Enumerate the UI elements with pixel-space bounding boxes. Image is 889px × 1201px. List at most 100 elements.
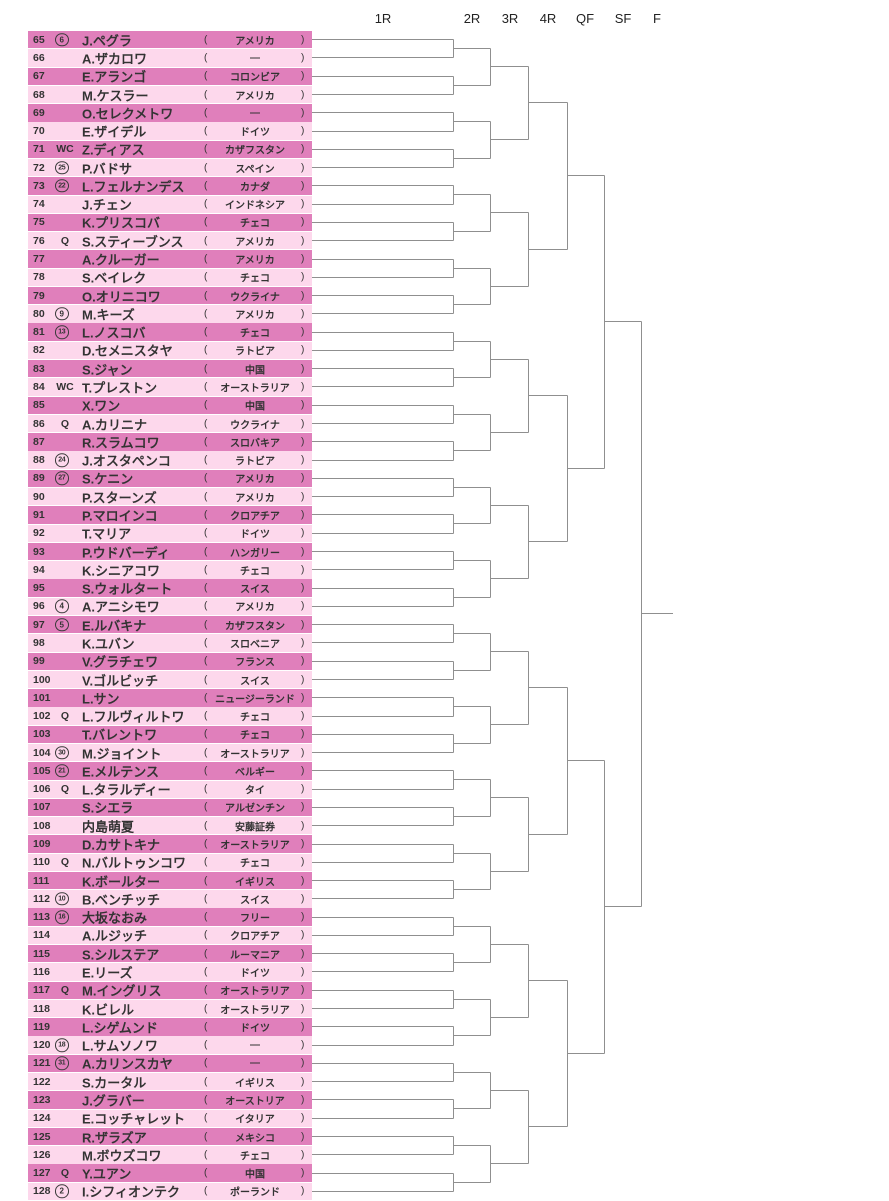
paren-close: ) bbox=[301, 948, 305, 960]
seed-badge-icon: 18 bbox=[55, 1038, 69, 1052]
country-label: スイス bbox=[240, 895, 270, 907]
paren-open: ( bbox=[204, 454, 208, 466]
draw-number: 88 bbox=[33, 454, 45, 467]
country-label: イギリス bbox=[235, 877, 275, 889]
draw-number: 100 bbox=[33, 673, 51, 686]
player-row: 89 27 S.ケニン ( アメリカ ) bbox=[28, 469, 312, 488]
country-label: カザフスタン bbox=[225, 145, 285, 157]
paren-open: ( bbox=[204, 948, 208, 960]
paren-open: ( bbox=[204, 89, 208, 101]
player-name: T.バレントワ bbox=[82, 727, 158, 743]
player-name: L.フェルナンデス bbox=[82, 179, 185, 195]
player-name: L.ノスコバ bbox=[82, 325, 146, 341]
draw-number: 115 bbox=[33, 947, 50, 960]
country-label: — bbox=[250, 1057, 260, 1069]
player-name: S.ベイレク bbox=[82, 270, 147, 286]
country-label: メキシコ bbox=[235, 1133, 275, 1145]
paren-open: ( bbox=[204, 70, 208, 82]
country-label: ラトビア bbox=[235, 346, 275, 358]
paren-open: ( bbox=[204, 326, 208, 338]
paren-close: ) bbox=[301, 125, 305, 137]
country-label: アメリカ bbox=[235, 310, 275, 322]
draw-number: 89 bbox=[33, 472, 45, 485]
paren-open: ( bbox=[204, 1131, 208, 1143]
entry-tag: Q bbox=[60, 984, 70, 997]
paren-open: ( bbox=[204, 929, 208, 941]
player-name: S.ジャン bbox=[82, 362, 133, 378]
player-name: J.チェン bbox=[82, 197, 132, 213]
country-label: オーストラリア bbox=[220, 840, 290, 852]
paren-open: ( bbox=[204, 52, 208, 64]
player-name: P.マロインコ bbox=[82, 508, 158, 524]
paren-open: ( bbox=[204, 472, 208, 484]
country-label: ハンガリー bbox=[230, 548, 280, 560]
paren-close: ) bbox=[301, 70, 305, 82]
player-row: 127 Q Y.ユアン ( 中国 ) bbox=[28, 1164, 312, 1182]
country-label: イギリス bbox=[235, 1078, 275, 1090]
player-row: 125 R.ザラズア ( メキシコ ) bbox=[28, 1127, 312, 1146]
paren-close: ) bbox=[301, 1039, 305, 1051]
draw-number: 120 bbox=[33, 1039, 51, 1052]
country-label: アメリカ bbox=[235, 602, 275, 614]
paren-close: ) bbox=[301, 1131, 305, 1143]
player-row: 113 16 大坂なおみ ( フリー ) bbox=[28, 908, 312, 926]
country-label: アメリカ bbox=[235, 493, 275, 505]
player-name: M.キーズ bbox=[82, 307, 135, 323]
paren-open: ( bbox=[204, 1149, 208, 1161]
player-row: 128 2 I.シフィオンテク ( ポーランド ) bbox=[28, 1182, 312, 1201]
country-label: 中国 bbox=[245, 1169, 265, 1181]
player-name: R.スラムコワ bbox=[82, 435, 160, 451]
player-name: P.ウドバーディ bbox=[82, 545, 170, 561]
player-name: D.カサトキナ bbox=[82, 837, 161, 853]
draw-number: 73 bbox=[33, 179, 45, 192]
player-row: 112 10 B.ベンチッチ ( スイス ) bbox=[28, 890, 312, 908]
draw-number: 85 bbox=[33, 399, 45, 412]
player-row: 107 S.シエラ ( アルゼンチン ) bbox=[28, 798, 312, 817]
player-name: A.ルジッチ bbox=[82, 928, 148, 944]
player-name: E.ザイデル bbox=[82, 124, 147, 140]
paren-open: ( bbox=[204, 546, 208, 558]
country-label: カナダ bbox=[240, 182, 270, 194]
paren-close: ) bbox=[301, 1149, 305, 1161]
paren-close: ) bbox=[301, 216, 305, 228]
country-label: オーストラリア bbox=[220, 749, 290, 761]
draw-number: 69 bbox=[33, 106, 45, 119]
draw-number: 114 bbox=[33, 929, 50, 942]
paren-close: ) bbox=[301, 911, 305, 923]
player-row: 101 L.サン ( ニュージーランド ) bbox=[28, 689, 312, 707]
paren-open: ( bbox=[204, 655, 208, 667]
draw-number: 111 bbox=[33, 874, 50, 887]
country-label: チェコ bbox=[240, 273, 270, 285]
paren-close: ) bbox=[301, 966, 305, 978]
player-row: 96 4 A.アニシモワ ( アメリカ ) bbox=[28, 597, 312, 616]
paren-close: ) bbox=[301, 162, 305, 174]
player-name: K.ビレル bbox=[82, 1002, 135, 1018]
draw-number: 77 bbox=[33, 253, 45, 266]
paren-close: ) bbox=[301, 491, 305, 503]
player-row: 65 6 J.ペグラ ( アメリカ ) bbox=[28, 31, 312, 49]
paren-open: ( bbox=[204, 710, 208, 722]
player-row: 105 21 E.メルテンス ( ベルギー ) bbox=[28, 762, 312, 780]
player-row: 92 T.マリア ( ドイツ ) bbox=[28, 524, 312, 542]
seed-badge-icon: 22 bbox=[55, 179, 69, 193]
paren-open: ( bbox=[204, 381, 208, 393]
player-name: M.イングリス bbox=[82, 983, 162, 999]
player-row: 126 M.ボウズコワ ( チェコ ) bbox=[28, 1146, 312, 1164]
draw-number: 123 bbox=[33, 1093, 51, 1106]
draw-number: 117 bbox=[33, 984, 50, 997]
player-name: I.シフィオンテク bbox=[82, 1184, 180, 1200]
paren-close: ) bbox=[301, 52, 305, 64]
country-label: 中国 bbox=[245, 401, 265, 413]
paren-close: ) bbox=[301, 363, 305, 375]
paren-open: ( bbox=[204, 180, 208, 192]
country-label: アメリカ bbox=[235, 36, 275, 48]
draw-number: 119 bbox=[33, 1020, 50, 1033]
paren-open: ( bbox=[204, 637, 208, 649]
player-name: E.コッチャレット bbox=[82, 1111, 186, 1127]
country-label: ウクライナ bbox=[230, 420, 280, 432]
paren-open: ( bbox=[204, 399, 208, 411]
player-row: 97 5 E.ルバキナ ( カザフスタン ) bbox=[28, 615, 312, 634]
player-row: 68 M.ケスラー ( アメリカ ) bbox=[28, 85, 312, 104]
country-label: チェコ bbox=[240, 566, 270, 578]
seed-badge-icon: 31 bbox=[55, 1056, 69, 1071]
